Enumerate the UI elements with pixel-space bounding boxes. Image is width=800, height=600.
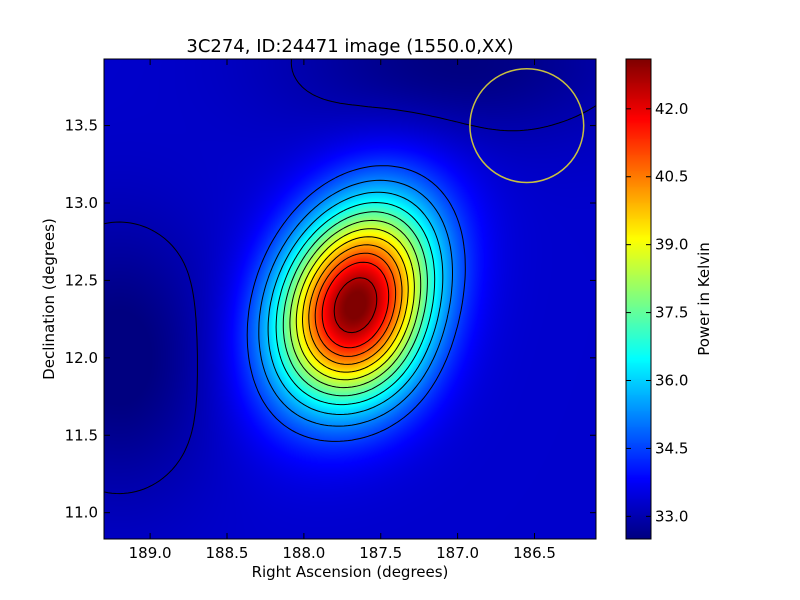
colorbar-gradient — [626, 59, 651, 539]
y-axis-label: Declination (degrees) — [40, 218, 58, 380]
x-tick-label: 188.5 — [206, 544, 249, 562]
x-tick-label: 186.5 — [513, 544, 556, 562]
contour-level-12 — [333, 277, 378, 334]
contour-level-11 — [321, 261, 390, 349]
y-tick-label: 12.0 — [65, 349, 98, 367]
contour-level-7 — [295, 228, 415, 381]
colorbar-tick-label: 37.5 — [655, 304, 688, 322]
colorbar-tick-label: 36.0 — [655, 372, 688, 390]
contour-level-5 — [282, 211, 428, 397]
colorbar-tick-label: 34.5 — [655, 439, 688, 457]
contour-level-6 — [289, 219, 422, 389]
x-axis-label: Right Ascension (degrees) — [252, 563, 449, 581]
x-tick-label: 189.0 — [129, 544, 172, 562]
colorbar-frame — [625, 58, 652, 540]
colorbar-tick-label: 33.0 — [655, 507, 688, 525]
colorbar-label: Power in Kelvin — [695, 242, 713, 356]
contour-level-3 — [267, 191, 444, 415]
contour-level-4 — [275, 202, 436, 406]
colorbar-tick-label: 40.5 — [655, 168, 688, 186]
contour-level-2 — [258, 179, 453, 427]
chart-title: 3C274, ID:24471 image (1550.0,XX) — [186, 36, 513, 57]
y-tick-label: 13.5 — [65, 117, 98, 135]
colorbar-tick-label: 42.0 — [655, 100, 688, 118]
x-tick-label: 188.0 — [282, 544, 325, 562]
contour-level-10 — [314, 252, 397, 357]
y-tick-label: 11.0 — [65, 504, 98, 522]
heatmap-image — [104, 59, 596, 539]
contour-level-0 — [104, 59, 596, 495]
x-tick-label: 187.5 — [359, 544, 402, 562]
contour-level-1 — [246, 165, 466, 442]
x-tick-label: 187.0 — [436, 544, 479, 562]
y-tick-label: 12.5 — [65, 271, 98, 289]
y-axis-ticks: 11.0 11.5 12.0 12.5 13.0 13.5 — [65, 117, 596, 522]
contour-lines — [104, 59, 596, 495]
beam-circle — [469, 67, 585, 184]
colorbar-ticks: 33.0 34.5 36.0 37.5 39.0 40.5 42.0 — [626, 100, 688, 525]
contour-level-8 — [302, 236, 409, 373]
contour-level-9 — [308, 244, 403, 365]
y-tick-label: 11.5 — [65, 426, 98, 444]
plot-frame — [103, 58, 597, 540]
colorbar-tick-label: 39.0 — [655, 236, 688, 254]
y-tick-label: 13.0 — [65, 194, 98, 212]
x-axis-ticks: 189.0 188.5 188.0 187.5 187.0 186.5 — [129, 59, 556, 562]
